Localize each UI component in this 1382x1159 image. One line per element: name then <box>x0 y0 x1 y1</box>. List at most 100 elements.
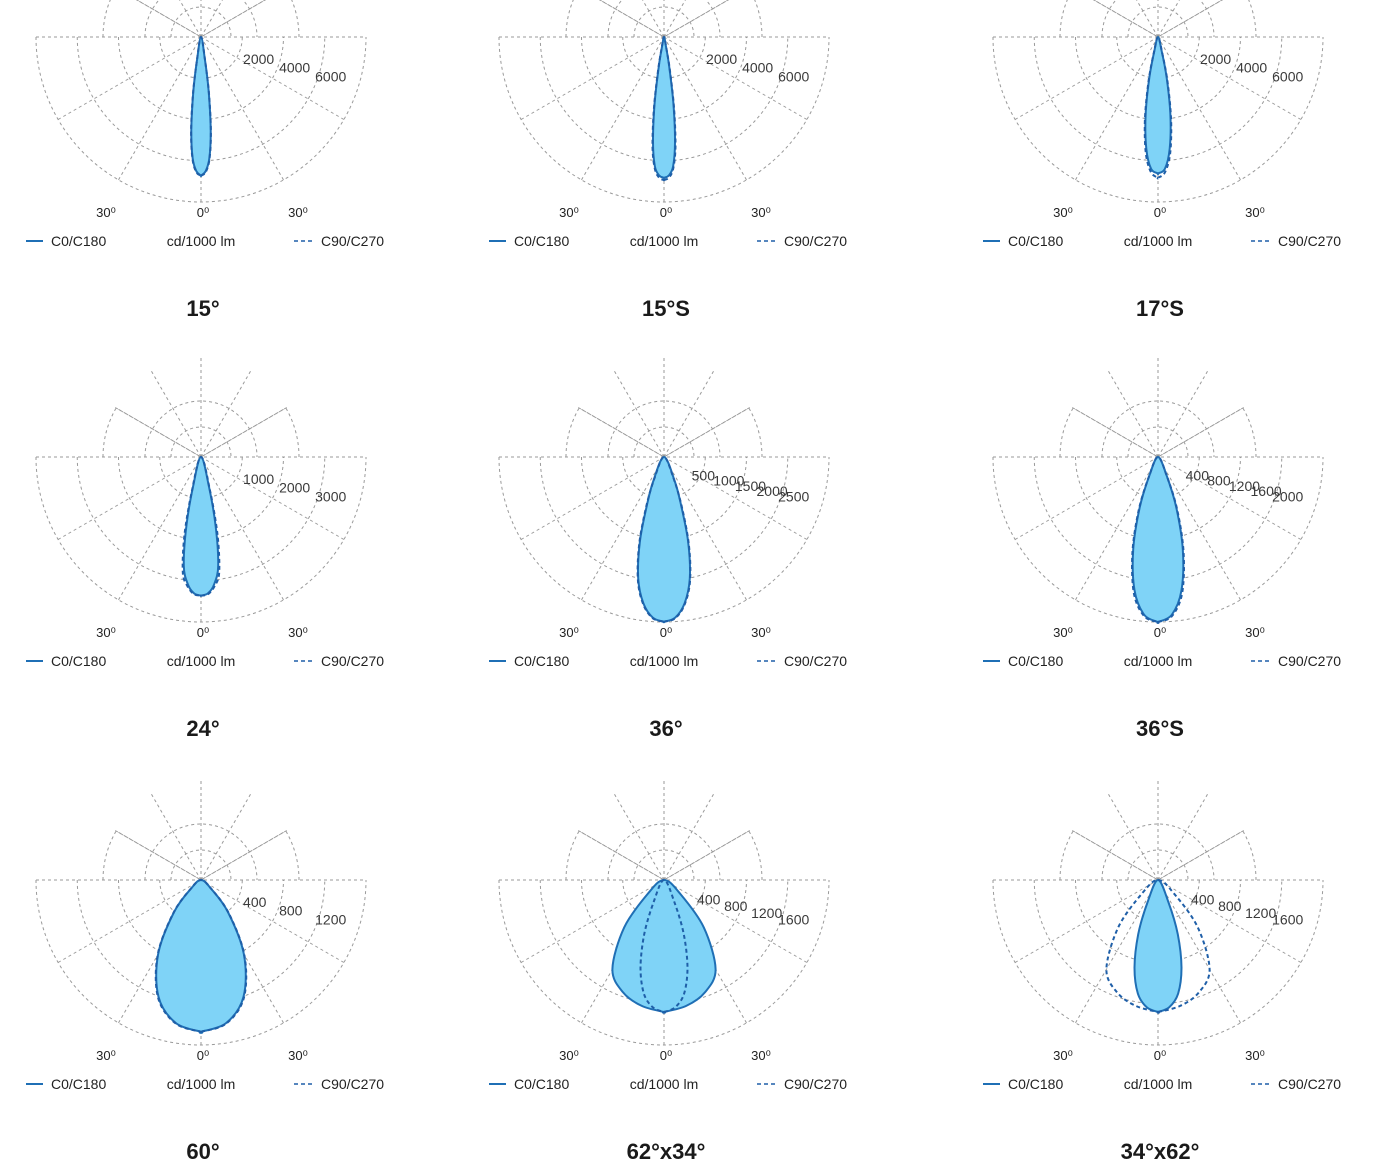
angle-label-center: 0⁰ <box>197 625 209 640</box>
ring-label: 800 <box>1218 898 1242 914</box>
angle-label-right: 30⁰ <box>288 1048 308 1063</box>
angle-label-center: 0⁰ <box>660 205 672 220</box>
ring-label: 1000 <box>713 473 744 489</box>
upper-wing-left <box>565 407 665 458</box>
legend-solid-label: C0/C180 <box>514 653 569 669</box>
upper-grid-arc <box>1101 0 1215 38</box>
angle-label-left: 30⁰ <box>1053 625 1073 640</box>
legend-dashed-label: C90/C270 <box>784 233 847 249</box>
ring-label: 4000 <box>279 60 310 76</box>
polar-chart: 30⁰ 0⁰ 30⁰ C0/C180 cd/1000 lm C90/C270 15°S <box>489 0 847 321</box>
angle-label-left: 30⁰ <box>96 205 116 220</box>
angle-label-center: 0⁰ <box>660 625 672 640</box>
series-c0-c180-curve <box>611 878 717 1014</box>
legend-dashed-label: C90/C270 <box>1278 233 1341 249</box>
ring-label: 800 <box>724 898 748 914</box>
ring-label: 2000 <box>757 483 788 499</box>
series-c0-c180-curve <box>155 878 247 1034</box>
upper-wing-right <box>200 407 300 458</box>
upper-grid-spoke <box>1071 406 1159 458</box>
upper-wing-left <box>102 0 202 38</box>
series-c90-c270-curve <box>636 455 692 624</box>
ring-label: 2000 <box>1200 51 1231 67</box>
upper-grid-spoke <box>663 0 686 38</box>
grid-ring <box>622 879 706 922</box>
grid-ring <box>622 456 706 499</box>
legend-dashed-label: C90/C270 <box>321 1076 384 1092</box>
upper-grid-spoke <box>613 370 665 458</box>
upper-wing-right <box>200 830 300 881</box>
upper-grid-spoke <box>114 406 202 458</box>
ring-label: 1000 <box>243 471 274 487</box>
polar-chart: 30⁰ 0⁰ 30⁰ C0/C180 cd/1000 lm C90/C270 17°S <box>983 0 1341 321</box>
ring-label: 6000 <box>1272 68 1303 84</box>
upper-grid-spoke <box>1092 0 1159 38</box>
upper-grid-arc <box>607 0 721 38</box>
upper-grid-arc <box>1101 823 1215 881</box>
legend-dashed-label: C90/C270 <box>784 653 847 669</box>
upper-grid-spoke <box>642 0 665 38</box>
upper-grid-arc <box>144 823 258 881</box>
angle-label-right: 30⁰ <box>751 205 771 220</box>
angle-label-right: 30⁰ <box>751 625 771 640</box>
polar-chart: 30⁰ 0⁰ 30⁰ C0/C180 cd/1000 lm C90/C270 24° <box>26 357 384 741</box>
upper-grid-arc <box>1127 6 1189 38</box>
upper-grid-spoke <box>135 0 202 38</box>
grid-ring <box>118 36 284 120</box>
angle-label-right: 30⁰ <box>288 205 308 220</box>
upper-grid-spoke <box>1157 0 1224 38</box>
legend-solid-label: C0/C180 <box>1008 1076 1063 1092</box>
upper-grid-spoke <box>114 829 202 881</box>
grid-ring <box>159 879 243 922</box>
chart-title: 36° <box>649 716 682 741</box>
grid-ring <box>1075 879 1241 963</box>
upper-grid-arc <box>1127 426 1189 458</box>
ring-label: 1200 <box>1245 905 1276 921</box>
series-c0-c180-curve <box>1131 455 1185 624</box>
legend-solid-label: C0/C180 <box>51 1076 106 1092</box>
angle-label-right: 30⁰ <box>288 625 308 640</box>
upper-wing-left <box>565 830 665 881</box>
grid-ring <box>1116 36 1200 79</box>
angle-label-right: 30⁰ <box>1245 1048 1265 1063</box>
legend-solid-label: C0/C180 <box>51 233 106 249</box>
upper-grid-spoke <box>200 829 288 881</box>
legend-solid-label: C0/C180 <box>514 1076 569 1092</box>
upper-wing-right <box>663 407 763 458</box>
upper-wing-left <box>1059 830 1159 881</box>
upper-grid-arc <box>633 6 695 38</box>
legend-dashed-label: C90/C270 <box>1278 1076 1341 1092</box>
ring-label: 4000 <box>742 60 773 76</box>
angle-label-left: 30⁰ <box>1053 1048 1073 1063</box>
angle-label-center: 0⁰ <box>1154 205 1166 220</box>
series-c90-c270-curve <box>639 878 689 1014</box>
grid-ring <box>622 36 706 79</box>
upper-grid-arc <box>170 849 232 881</box>
polar-chart: 30⁰ 0⁰ 30⁰ C0/C180 cd/1000 lm C90/C270 62°x34° <box>489 780 847 1159</box>
chart-title: 24° <box>186 716 219 741</box>
angle-label-center: 0⁰ <box>197 1048 209 1063</box>
grid-ring <box>1116 879 1200 922</box>
series-c0-c180-curve <box>1133 878 1183 1014</box>
legend-dashed-label: C90/C270 <box>1278 653 1341 669</box>
upper-grid-spoke <box>179 0 202 38</box>
grid-ring <box>1116 456 1200 499</box>
chart-title: 15°S <box>642 296 690 321</box>
upper-grid-spoke <box>150 793 202 881</box>
grid-ring <box>1075 36 1241 120</box>
legend-dashed-label: C90/C270 <box>321 653 384 669</box>
ring-label: 6000 <box>315 68 346 84</box>
polar-chart: 30⁰ 0⁰ 30⁰ C0/C180 cd/1000 lm C90/C270 34°x62° <box>983 780 1341 1159</box>
ring-label: 800 <box>279 903 303 919</box>
upper-grid-spoke <box>1136 0 1159 38</box>
upper-wing-right <box>1157 0 1257 38</box>
upper-wing-left <box>1059 407 1159 458</box>
upper-grid-arc <box>144 400 258 458</box>
grid-ring <box>118 879 284 963</box>
grid-ring <box>118 456 284 540</box>
upper-grid-arc <box>633 426 695 458</box>
grid-ring <box>581 36 747 120</box>
upper-grid-spoke <box>663 793 715 881</box>
unit-label: cd/1000 lm <box>167 653 235 669</box>
unit-label: cd/1000 lm <box>1124 653 1192 669</box>
